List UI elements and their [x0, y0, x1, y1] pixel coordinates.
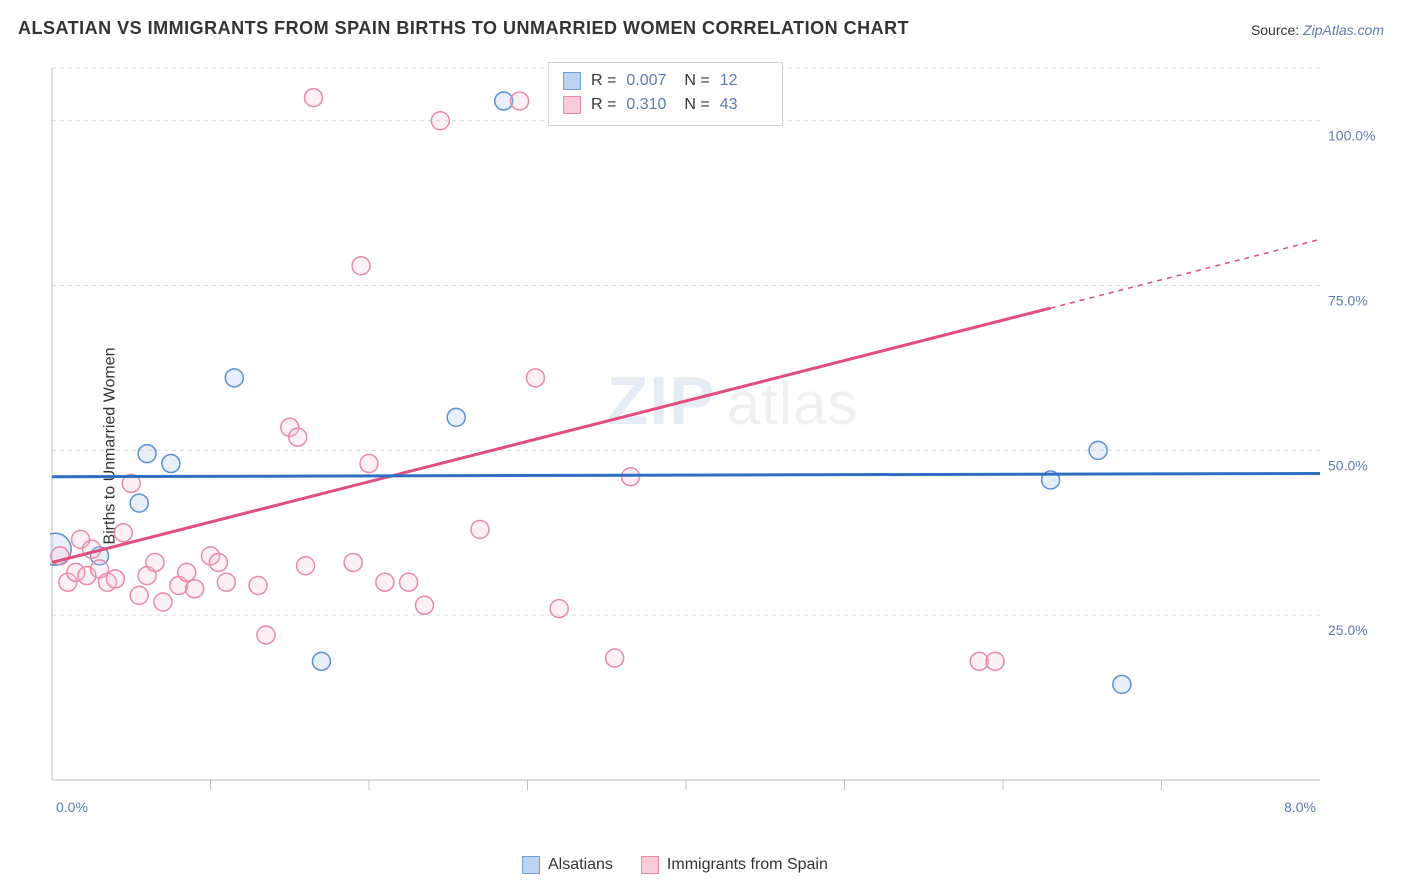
data-point — [249, 577, 267, 595]
trend-line-dashed — [1051, 239, 1320, 308]
data-point — [447, 408, 465, 426]
stat-n-label: N = — [684, 96, 709, 114]
data-point — [986, 652, 1004, 670]
stats-legend: R = 0.007 N = 12 R = 0.310 N = 43 — [548, 62, 783, 126]
legend-swatch — [522, 856, 540, 874]
x-tick-label: 0.0% — [56, 799, 88, 815]
data-point — [297, 557, 315, 575]
data-point — [186, 580, 204, 598]
legend-swatch — [563, 96, 581, 114]
data-point — [606, 649, 624, 667]
legend-swatch — [641, 856, 659, 874]
y-tick-label: 75.0% — [1328, 293, 1368, 309]
data-point — [1113, 675, 1131, 693]
legend-label: Alsatians — [548, 856, 613, 873]
data-point — [344, 553, 362, 571]
chart-title: ALSATIAN VS IMMIGRANTS FROM SPAIN BIRTHS… — [18, 18, 909, 39]
data-point — [178, 563, 196, 581]
y-tick-label: 100.0% — [1328, 128, 1375, 144]
stat-r-value: 0.007 — [626, 72, 674, 90]
data-point — [130, 494, 148, 512]
legend-label: Immigrants from Spain — [667, 856, 828, 873]
source-value: ZipAtlas.com — [1303, 22, 1384, 38]
data-point — [154, 593, 172, 611]
stats-legend-row: R = 0.007 N = 12 — [563, 69, 768, 93]
watermark: ZIPatlas — [607, 363, 859, 439]
trend-line — [52, 308, 1051, 562]
data-point — [360, 455, 378, 473]
data-point — [511, 92, 529, 110]
data-point — [471, 520, 489, 538]
data-point — [400, 573, 418, 591]
series-legend: Alsatians Immigrants from Spain — [522, 856, 828, 874]
watermark-zip: ZIP — [607, 363, 716, 439]
data-point — [305, 89, 323, 107]
data-point — [1089, 441, 1107, 459]
data-point — [415, 596, 433, 614]
scatter-plot: 25.0% 50.0% 75.0% 100.0% 0.0% 8.0% ZIPatlas — [50, 60, 1380, 820]
x-tick-label: 8.0% — [1284, 799, 1316, 815]
stat-r-label: R = — [591, 96, 616, 114]
stat-n-value: 12 — [720, 72, 768, 90]
legend-item: Alsatians — [522, 856, 613, 874]
y-tick-label: 50.0% — [1328, 457, 1368, 473]
source-credit: Source: ZipAtlas.com — [1251, 22, 1384, 38]
data-point — [550, 600, 568, 618]
data-point — [106, 570, 124, 588]
stat-r-value: 0.310 — [626, 96, 674, 114]
source-label: Source: — [1251, 22, 1303, 38]
data-point — [217, 573, 235, 591]
data-point — [162, 455, 180, 473]
data-point — [289, 428, 307, 446]
data-point — [376, 573, 394, 591]
data-point — [130, 586, 148, 604]
data-point — [225, 369, 243, 387]
watermark-atlas: atlas — [727, 370, 859, 437]
legend-swatch — [563, 72, 581, 90]
legend-item: Immigrants from Spain — [641, 856, 828, 874]
stat-n-label: N = — [684, 72, 709, 90]
data-point — [431, 112, 449, 130]
data-point — [352, 257, 370, 275]
data-point — [312, 652, 330, 670]
trend-line — [52, 473, 1320, 476]
data-point — [526, 369, 544, 387]
data-point — [209, 553, 227, 571]
y-tick-label: 25.0% — [1328, 622, 1368, 638]
stat-r-label: R = — [591, 72, 616, 90]
stats-legend-row: R = 0.310 N = 43 — [563, 93, 768, 117]
data-point — [114, 524, 132, 542]
data-point — [138, 445, 156, 463]
data-point — [257, 626, 275, 644]
data-point — [146, 553, 164, 571]
stat-n-value: 43 — [720, 96, 768, 114]
